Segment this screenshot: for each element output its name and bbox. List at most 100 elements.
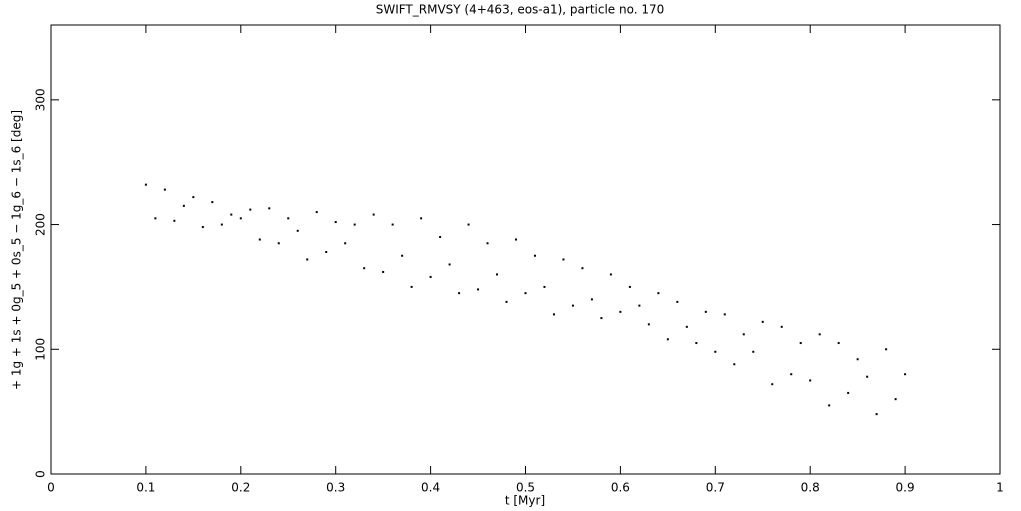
point — [296, 229, 299, 232]
x-tick-label: 0.5 — [516, 481, 535, 495]
point — [391, 223, 394, 226]
x-tick-label: 0.1 — [136, 481, 155, 495]
point — [847, 391, 850, 394]
x-tick-label: 0.7 — [706, 481, 725, 495]
point — [344, 242, 347, 245]
point — [211, 201, 214, 204]
plot-frame — [50, 24, 1001, 475]
point — [894, 398, 897, 401]
y-tick-label: 100 — [34, 338, 48, 361]
point — [885, 348, 888, 351]
point — [496, 273, 499, 276]
point — [866, 375, 869, 378]
x-tick-label: 0.9 — [896, 481, 915, 495]
point — [439, 236, 442, 239]
point — [201, 226, 204, 229]
x-tick-label: 0.4 — [421, 481, 440, 495]
point — [828, 404, 831, 407]
point — [742, 333, 745, 336]
point — [771, 383, 774, 386]
point — [505, 300, 508, 303]
x-tick-label: 1 — [996, 481, 1004, 495]
point — [315, 211, 318, 214]
point — [676, 300, 679, 303]
point — [638, 304, 641, 307]
x-tick-label: 0.6 — [611, 481, 630, 495]
point — [533, 254, 536, 257]
point — [875, 413, 878, 416]
point — [571, 304, 574, 307]
y-axis-label: + 1g + 1s + 0g_5 + 0s_5 − 1g_6 − 1s_6 [d… — [10, 110, 24, 390]
point — [904, 373, 907, 376]
point — [790, 373, 793, 376]
y-tick-label: 300 — [34, 88, 48, 111]
point — [467, 223, 470, 226]
point — [382, 270, 385, 273]
chart-title: SWIFT_RMVSY (4+463, eos-a1), particle no… — [376, 3, 665, 17]
point — [647, 323, 650, 326]
point — [410, 285, 413, 288]
point — [733, 363, 736, 366]
point — [761, 320, 764, 323]
point — [173, 219, 176, 222]
point — [334, 221, 337, 224]
point — [723, 313, 726, 316]
point — [268, 207, 271, 210]
point — [429, 275, 432, 278]
point — [287, 217, 290, 220]
point — [420, 217, 423, 220]
point — [685, 325, 688, 328]
point — [401, 254, 404, 257]
point — [486, 242, 489, 245]
x-tick-label: 0.3 — [326, 481, 345, 495]
point — [581, 267, 584, 270]
point — [325, 250, 328, 253]
point — [609, 273, 612, 276]
point — [619, 310, 622, 313]
point — [192, 196, 195, 199]
point — [220, 223, 223, 226]
point — [524, 292, 527, 295]
y-tick-label: 200 — [34, 213, 48, 236]
point — [515, 238, 518, 241]
x-tick-label: 0.8 — [801, 481, 820, 495]
point — [277, 242, 280, 245]
point — [799, 342, 802, 345]
point — [780, 325, 783, 328]
point — [628, 285, 631, 288]
point — [657, 292, 660, 295]
x-axis-label: t [Myr] — [505, 494, 545, 508]
point — [154, 217, 157, 220]
point — [809, 379, 812, 382]
point — [249, 208, 252, 211]
point — [590, 298, 593, 301]
point — [306, 258, 309, 261]
point — [704, 310, 707, 313]
point — [448, 263, 451, 266]
point — [144, 183, 147, 186]
point — [695, 342, 698, 345]
point — [230, 213, 233, 216]
x-tick-label: 0.2 — [231, 481, 250, 495]
point — [600, 317, 603, 320]
point — [458, 292, 461, 295]
point — [258, 238, 261, 241]
point — [552, 313, 555, 316]
point — [363, 267, 366, 270]
point — [372, 213, 375, 216]
point — [818, 333, 821, 336]
y-tick-label: 0 — [34, 470, 48, 478]
point — [856, 358, 859, 361]
point — [182, 204, 185, 207]
x-tick-label: 0 — [47, 481, 55, 495]
point — [714, 350, 717, 353]
point — [163, 188, 166, 191]
point — [239, 217, 242, 220]
point — [562, 258, 565, 261]
point — [353, 223, 356, 226]
point — [543, 285, 546, 288]
point — [477, 288, 480, 291]
point — [837, 342, 840, 345]
point — [752, 350, 755, 353]
